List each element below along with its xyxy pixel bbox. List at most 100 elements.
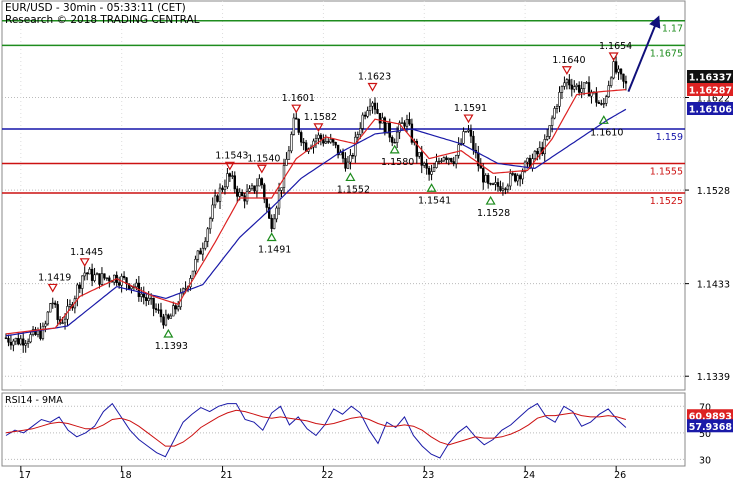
- candle-body: [545, 136, 549, 140]
- candle-body: [597, 102, 601, 104]
- swing-label-1.1528: 1.1528: [477, 208, 510, 219]
- price-box-1.16287: [687, 83, 733, 96]
- y-tick-label-1.1433: 1.1433: [697, 280, 730, 291]
- main-panel: [1, 0, 686, 391]
- candle-body: [533, 150, 537, 160]
- x-tick-label-17: 17: [19, 470, 31, 480]
- swing-label-1.1640: 1.1640: [552, 55, 585, 66]
- candle-body: [570, 84, 574, 90]
- candle-body: [98, 273, 101, 285]
- rsi-axis: 70 50 30: [699, 402, 711, 466]
- candle-body: [368, 105, 372, 111]
- candle-body: [53, 302, 57, 305]
- swing-label-1.1541: 1.1541: [418, 195, 451, 206]
- candle-body: [127, 283, 131, 289]
- candle-body: [514, 173, 517, 182]
- candle-body: [152, 297, 155, 309]
- candle-body: [135, 282, 138, 288]
- candle-body: [518, 175, 522, 180]
- x-tick-label-18: 18: [120, 470, 132, 480]
- swing-label-1.1445: 1.1445: [70, 247, 103, 258]
- support-resistance-levels: 1.17 1.1675 1.159 1.1555 1.1525: [2, 19, 685, 207]
- candle-body: [312, 140, 315, 148]
- candle-body: [418, 152, 421, 157]
- chart-subtitle: Research © 2018 TRADING CENTRAL: [5, 14, 200, 26]
- candle-body: [410, 123, 414, 143]
- candle-body: [622, 73, 625, 82]
- candle-body: [499, 186, 502, 191]
- candle-body: [172, 305, 175, 317]
- candle-body: [130, 286, 133, 289]
- candle-body: [361, 114, 364, 129]
- candle-body: [51, 302, 54, 305]
- low-marker: [163, 328, 174, 338]
- candle-body: [233, 175, 236, 190]
- candle-body: [354, 136, 357, 157]
- swing-label-1.1393: 1.1393: [155, 341, 188, 352]
- candle-body: [154, 308, 158, 311]
- candle-body: [103, 273, 106, 279]
- y-tick-label-1.1622: 1.1622: [697, 94, 730, 105]
- candle-body: [395, 131, 399, 143]
- candle-body: [484, 174, 487, 183]
- candle-body: [560, 86, 564, 93]
- rsi-readout-57.9368: [687, 419, 733, 433]
- candle-body: [511, 173, 514, 175]
- candle-body: [272, 218, 276, 229]
- candle-body: [147, 297, 150, 301]
- candle-body: [228, 173, 232, 177]
- candle-body: [565, 79, 569, 84]
- low-marker: [426, 183, 437, 192]
- candle-body: [302, 141, 305, 144]
- candle-body: [240, 192, 244, 197]
- candle-body: [378, 113, 382, 124]
- candle-body: [238, 192, 241, 197]
- candle-body: [457, 144, 460, 156]
- candle-body: [24, 343, 27, 346]
- candle-body: [145, 297, 148, 301]
- forecast-arrow: [627, 15, 661, 92]
- candle-body: [521, 171, 524, 180]
- candle-body: [341, 151, 345, 159]
- candle-body: [93, 274, 96, 281]
- candle-body: [491, 183, 495, 185]
- candle-body: [479, 165, 482, 169]
- swing-label-1.1543: 1.1543: [215, 150, 248, 161]
- candle-body: [391, 137, 394, 143]
- candle-body: [351, 154, 355, 157]
- candle-body: [553, 108, 556, 119]
- candle-body: [447, 158, 450, 161]
- candle-body: [292, 117, 296, 135]
- candle-body: [467, 129, 470, 132]
- candle-body: [548, 125, 551, 137]
- candle-body: [177, 306, 180, 310]
- y-tick-label-1.1339: 1.1339: [697, 372, 730, 383]
- candle-body: [430, 171, 433, 175]
- high-marker: [256, 164, 267, 174]
- high-marker: [313, 123, 324, 133]
- sma-slow-line: [5, 108, 627, 337]
- candle-body: [506, 185, 510, 190]
- swing-label-1.1654: 1.1654: [599, 41, 632, 52]
- swing-label-1.1591: 1.1591: [454, 103, 487, 114]
- candle-body: [184, 288, 187, 290]
- candle-body: [558, 91, 561, 107]
- high-marker: [367, 82, 378, 92]
- candle-body: [68, 304, 72, 307]
- candle-body: [363, 114, 367, 117]
- candle-body: [105, 277, 109, 279]
- candle-body: [445, 157, 448, 161]
- candle-body: [536, 150, 539, 155]
- candle-body: [275, 207, 278, 220]
- rsi-tick-label-30: 30: [699, 455, 711, 466]
- candle-body: [113, 274, 116, 283]
- rsi-tick-label-70: 70: [699, 402, 711, 413]
- candle-body: [366, 110, 369, 117]
- candle-body: [174, 305, 177, 310]
- candle-body: [22, 338, 25, 346]
- time-axis: 17 18 21 22 23 24 26: [2, 465, 685, 480]
- candle-body: [34, 329, 37, 335]
- swing-label-1.1419: 1.1419: [38, 272, 71, 283]
- candle-body: [408, 119, 411, 125]
